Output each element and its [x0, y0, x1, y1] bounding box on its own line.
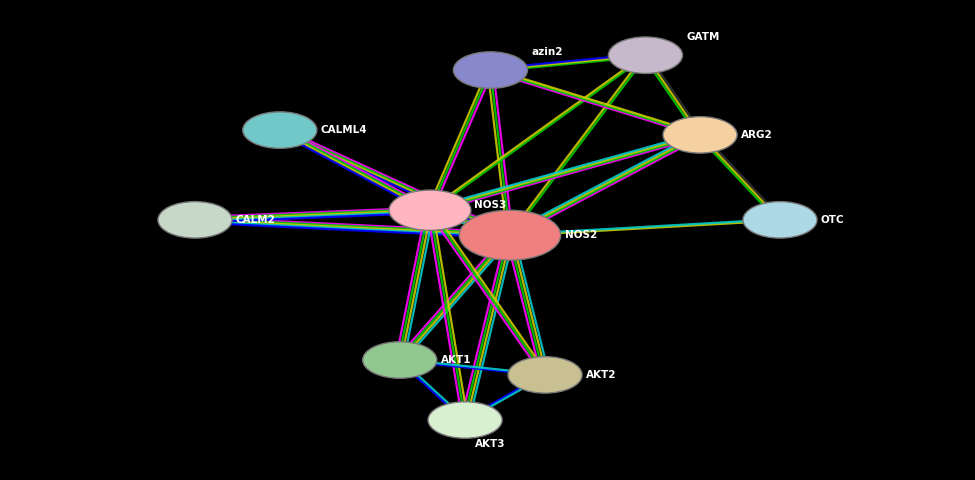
Text: CALM2: CALM2 [236, 215, 276, 225]
Circle shape [663, 117, 737, 153]
Text: NOS2: NOS2 [565, 230, 597, 240]
Circle shape [508, 357, 582, 393]
Text: ARG2: ARG2 [741, 130, 773, 140]
Text: azin2: azin2 [531, 47, 563, 57]
Circle shape [459, 210, 561, 260]
Circle shape [389, 190, 471, 230]
Text: OTC: OTC [821, 215, 844, 225]
Circle shape [743, 202, 817, 238]
Text: AKT2: AKT2 [586, 370, 616, 380]
Circle shape [243, 112, 317, 148]
Circle shape [608, 37, 682, 73]
Text: CALML4: CALML4 [321, 125, 368, 135]
Circle shape [363, 342, 437, 378]
Circle shape [428, 402, 502, 438]
Text: NOS3: NOS3 [474, 201, 506, 210]
Circle shape [158, 202, 232, 238]
Circle shape [453, 52, 527, 88]
Text: GATM: GATM [686, 32, 720, 42]
Text: AKT3: AKT3 [475, 439, 505, 449]
Text: AKT1: AKT1 [441, 355, 471, 365]
